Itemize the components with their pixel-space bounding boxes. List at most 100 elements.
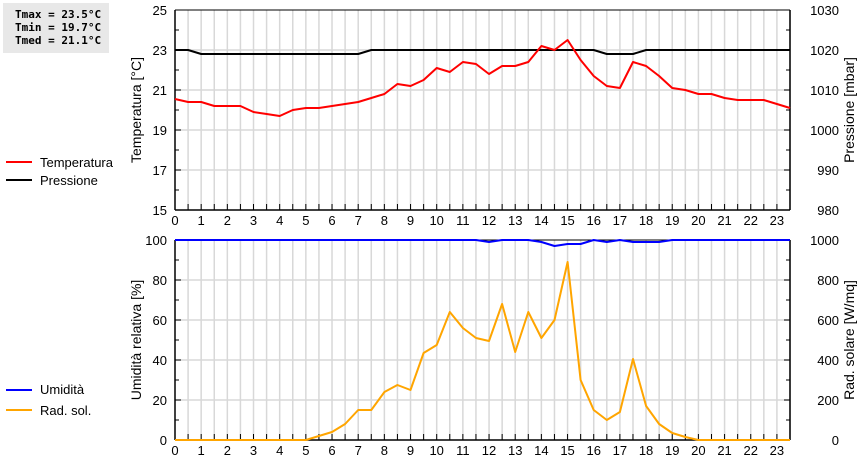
x-tick-label: 13 (508, 443, 522, 458)
y-axis-title-right: Rad. solare [W/mq] (841, 280, 857, 400)
x-tick-label: 3 (250, 213, 257, 228)
y-tick-label-left: 19 (153, 123, 167, 138)
legend-top-chart: Temperatura Pressione (6, 153, 113, 189)
x-tick-label: 21 (717, 213, 731, 228)
y-tick-label-right: 1000 (810, 233, 839, 248)
legend-swatch-orange (6, 409, 32, 411)
x-tick-label: 23 (770, 213, 784, 228)
x-tick-label: 5 (302, 213, 309, 228)
y-tick-label-right: 200 (817, 393, 839, 408)
y-tick-label-left: 21 (153, 83, 167, 98)
legend-item-umidita: Umidità (6, 378, 91, 401)
legend-label: Rad. sol. (40, 402, 92, 418)
y-tick-label-left: 20 (153, 393, 167, 408)
x-tick-label: 16 (586, 443, 600, 458)
x-tick-label: 9 (407, 213, 414, 228)
y-tick-label-right: 1020 (810, 43, 839, 58)
x-tick-label: 7 (355, 213, 362, 228)
legend-label: Temperatura (40, 154, 113, 170)
x-tick-label: 1 (198, 213, 205, 228)
y-axis-title-right: Pressione [mbar] (841, 57, 857, 163)
legend-item-rad-sol: Rad. sol. (6, 401, 91, 419)
legend-swatch-blue (6, 388, 32, 391)
x-tick-label: 1 (198, 443, 205, 458)
x-tick-label: 2 (224, 213, 231, 228)
x-tick-label: 17 (613, 443, 627, 458)
x-tick-label: 6 (328, 443, 335, 458)
x-tick-label: 18 (639, 213, 653, 228)
y-axis-title-left: Umidità relativa [%] (128, 280, 144, 401)
x-tick-label: 21 (717, 443, 731, 458)
tmin-label: Tmin = 19.7°C (15, 21, 102, 34)
legend-label: Umidità (40, 382, 85, 397)
x-tick-label: 3 (250, 443, 257, 458)
x-tick-label: 10 (429, 443, 443, 458)
x-tick-label: 19 (665, 443, 679, 458)
chart-temperature-pressure: 0 1 2 3 4 5 6 7 8 9 10 11 12 13 14 15 16 17 18 19 20 21 22 2315… (128, 3, 857, 228)
x-tick-label: 8 (381, 213, 388, 228)
y-tick-label-left: 15 (153, 203, 167, 218)
tmed-label: Tmed = 21.1°C (15, 34, 102, 47)
x-tick-label: 7 (355, 443, 362, 458)
y-tick-label-left: 100 (145, 233, 167, 248)
x-tick-label: 16 (586, 213, 600, 228)
y-tick-label-left: 60 (153, 313, 167, 328)
x-tick-label: 2 (224, 443, 231, 458)
y-tick-label-right: 980 (817, 203, 839, 218)
y-tick-label-right: 1010 (810, 83, 839, 98)
x-tick-label: 22 (744, 213, 758, 228)
legend-swatch-red (6, 161, 32, 163)
x-tick-label: 20 (691, 443, 705, 458)
x-tick-label: 23 (770, 443, 784, 458)
x-tick-label: 15 (560, 213, 574, 228)
x-tick-label: 19 (665, 213, 679, 228)
temperature-stats-box: Tmax = 23.5°C Tmin = 19.7°C Tmed = 21.1°C (3, 3, 109, 53)
x-tick-label: 4 (276, 213, 283, 228)
legend-item-pressione: Pressione (6, 171, 113, 189)
y-tick-label-left: 40 (153, 353, 167, 368)
y-tick-label-left: 0 (160, 433, 167, 448)
x-tick-label: 22 (744, 443, 758, 458)
x-tick-label: 10 (429, 213, 443, 228)
tmax-label: Tmax = 23.5°C (15, 8, 102, 21)
x-tick-label: 13 (508, 213, 522, 228)
x-tick-label: 9 (407, 443, 414, 458)
series-line-umidit (175, 239, 790, 247)
x-tick-label: 6 (328, 213, 335, 228)
legend-label: Pressione (40, 172, 98, 188)
y-tick-label-left: 23 (153, 43, 167, 58)
y-tick-label-right: 1000 (810, 123, 839, 138)
x-tick-label: 0 (171, 443, 178, 458)
x-tick-label: 20 (691, 213, 705, 228)
x-tick-label: 5 (302, 443, 309, 458)
x-tick-label: 17 (613, 213, 627, 228)
x-tick-label: 11 (456, 443, 470, 458)
x-tick-label: 4 (276, 443, 283, 458)
x-tick-label: 12 (482, 213, 496, 228)
y-tick-label-left: 25 (153, 3, 167, 18)
y-tick-label-right: 990 (817, 163, 839, 178)
x-tick-label: 14 (534, 443, 548, 458)
y-tick-label-right: 1030 (810, 3, 839, 18)
y-tick-label-right: 800 (817, 273, 839, 288)
series-line-rad-sol (175, 261, 790, 441)
y-tick-label-left: 17 (153, 163, 167, 178)
series-line-temperatura (174, 39, 791, 117)
x-tick-label: 12 (482, 443, 496, 458)
x-tick-label: 8 (381, 443, 388, 458)
y-tick-label-left: 80 (153, 273, 167, 288)
x-tick-label: 15 (560, 443, 574, 458)
legend-bottom-chart: Umidità Rad. sol. (6, 378, 91, 419)
y-tick-label-right: 400 (817, 353, 839, 368)
y-axis-title-left: Temperatura [°C] (128, 57, 144, 163)
x-tick-label: 0 (171, 213, 178, 228)
y-tick-label-right: 0 (832, 433, 839, 448)
legend-item-temperatura: Temperatura (6, 153, 113, 171)
series-line-pressione (175, 49, 790, 55)
x-tick-label: 14 (534, 213, 548, 228)
chart-humidity-radiation: 0 1 2 3 4 5 6 7 8 9 10 11 12 13 14 15 16 17 18 19 20 21 22 2302… (128, 233, 857, 458)
y-tick-label-right: 600 (817, 313, 839, 328)
legend-swatch-black (6, 179, 32, 181)
x-tick-label: 11 (456, 213, 470, 228)
